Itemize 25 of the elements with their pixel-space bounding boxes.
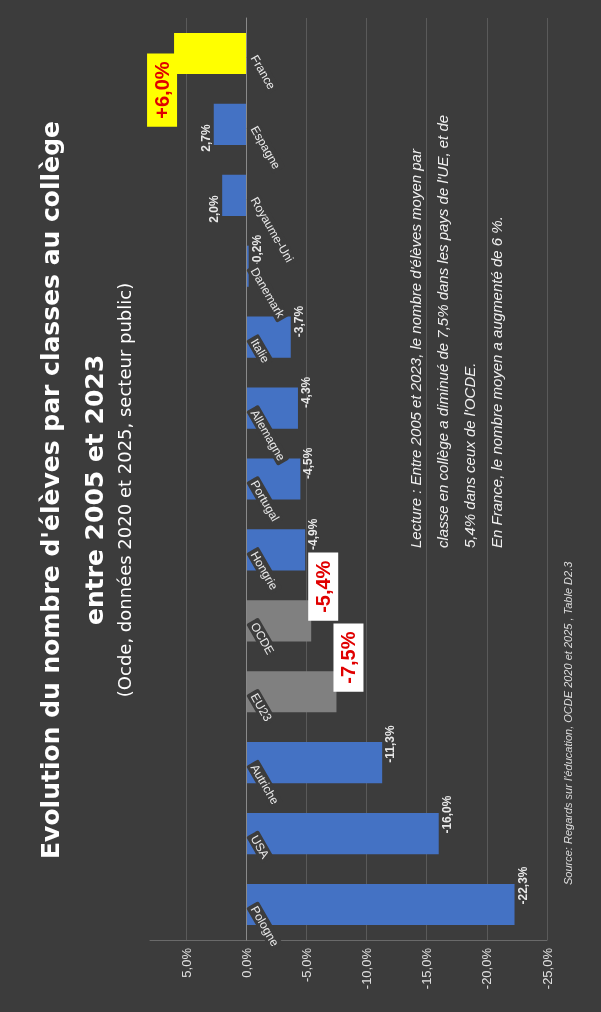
data-label: -4,3% xyxy=(298,376,313,409)
data-label: -4,5% xyxy=(301,447,316,479)
data-label: -7,5% xyxy=(337,631,360,684)
bar xyxy=(213,103,247,145)
bar xyxy=(222,174,247,216)
x-tick-label: -10,0% xyxy=(359,947,375,990)
data-label: +6,0% xyxy=(151,61,174,119)
x-tick-label: -20,0% xyxy=(479,947,495,990)
x-tick-label: -15,0% xyxy=(419,947,435,990)
data-label: -16,0% xyxy=(439,795,454,834)
text: Evolution du nombre d'élèves par classes au collège entre 2005 et 2023 xyxy=(35,121,109,859)
data-label: -3,7% xyxy=(291,305,306,338)
data-label: -22,3% xyxy=(515,866,530,905)
data-label: 2,7% xyxy=(198,124,213,152)
x-tick-label: 5,0% xyxy=(178,947,194,978)
source-note: Source: Regards sur l'éducation, OCDE 2020 et 2025 , Table D2.3 xyxy=(562,560,574,885)
data-label: -11,3% xyxy=(383,725,398,763)
data-label: -5,4% xyxy=(312,560,335,613)
x-tick-label: -5,0% xyxy=(298,947,314,982)
data-label: -4,9% xyxy=(306,518,321,550)
x-tick-label: 0,0% xyxy=(238,947,254,978)
x-tick-label: -25,0% xyxy=(539,947,555,990)
annotation: Lecture : Entre 2005 et 2023, le nombre d'élèves moyen par classe en collège a diminué de 7,5% dans les pays de l'UE, et de 5,4% dans ceux de l'OCDE. En France, le nombre moyen a augmenté de 6 %. xyxy=(407,114,505,548)
data-label: 2,0% xyxy=(207,194,222,223)
text: (Ocde, données 2020 et 2025, secteur public) xyxy=(113,282,135,698)
